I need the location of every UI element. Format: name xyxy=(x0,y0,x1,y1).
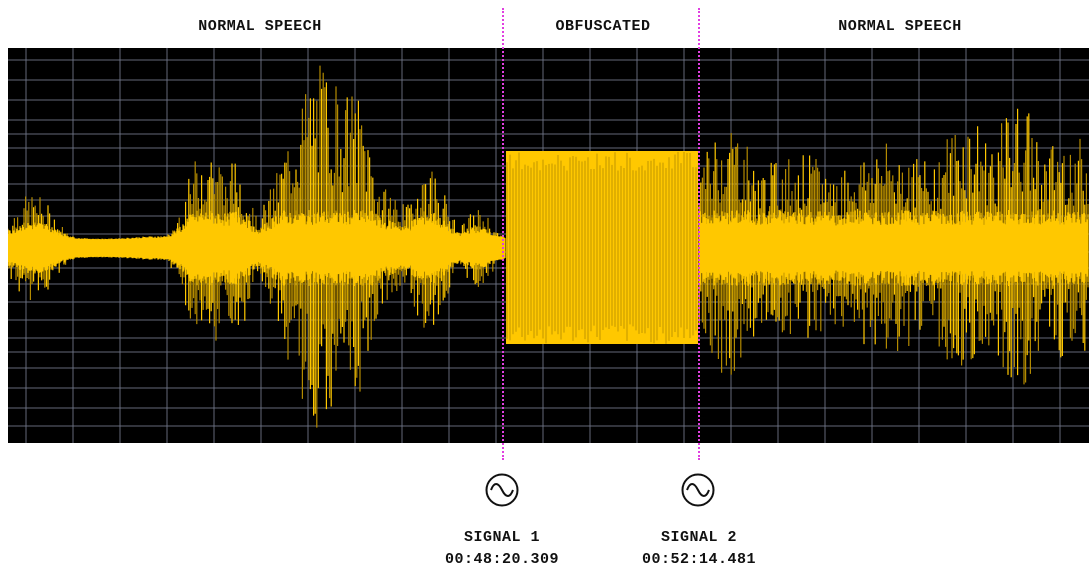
waveform-display xyxy=(8,48,1089,443)
segment-label-normal-speech-right: NORMAL SPEECH xyxy=(838,18,962,35)
segment-label-normal-speech-left: NORMAL SPEECH xyxy=(198,18,322,35)
sine-wave-icon xyxy=(681,473,715,507)
audio-waveform xyxy=(8,65,1089,428)
signal-2-caption: SIGNAL 2 00:52:14.481 xyxy=(614,527,784,571)
segment-label-obfuscated: OBFUSCATED xyxy=(555,18,651,35)
signal-2-marker-line xyxy=(698,8,700,460)
signal-2-name: SIGNAL 2 xyxy=(660,529,737,546)
signal-1-caption: SIGNAL 1 00:48:20.309 xyxy=(417,527,587,571)
signal-2-timestamp: 00:52:14.481 xyxy=(641,551,757,568)
signal-1-timestamp: 00:48:20.309 xyxy=(444,551,560,568)
signal-1-name: SIGNAL 1 xyxy=(463,529,540,546)
signal-1-marker-line xyxy=(502,8,504,460)
obfuscated-signal-lines xyxy=(506,151,697,344)
sine-wave-icon xyxy=(485,473,519,507)
waveform-panel xyxy=(8,48,1089,443)
